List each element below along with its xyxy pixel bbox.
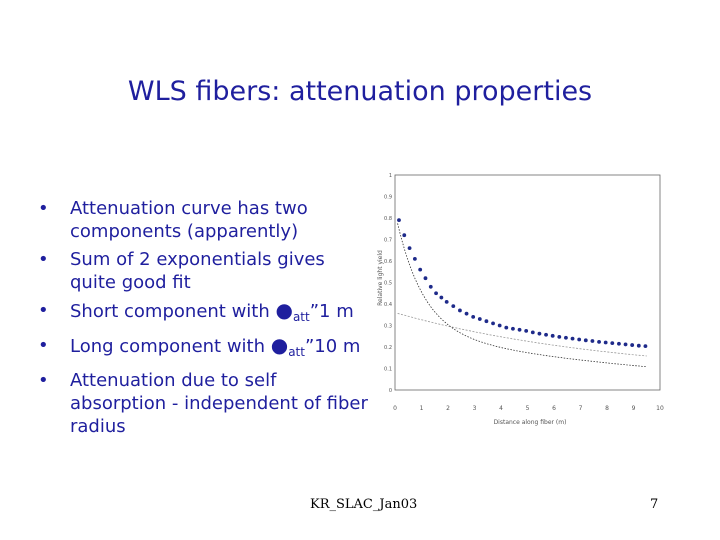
data-point bbox=[428, 284, 433, 289]
bullet-value: ”1 m bbox=[309, 301, 354, 322]
data-point bbox=[623, 342, 628, 347]
x-tick-label: 3 bbox=[473, 405, 477, 412]
x-tick-label: 10 bbox=[656, 405, 664, 412]
plot-frame bbox=[394, 174, 661, 391]
y-tick-label: 0.7 bbox=[384, 238, 392, 244]
data-point bbox=[583, 338, 588, 343]
data-point bbox=[590, 339, 595, 343]
bullet-text: Long component with bbox=[70, 336, 271, 357]
data-point bbox=[597, 339, 601, 344]
data-point bbox=[557, 334, 562, 339]
data-point bbox=[451, 304, 456, 309]
data-point bbox=[434, 291, 438, 296]
data-point bbox=[464, 311, 469, 316]
data-point bbox=[471, 315, 476, 319]
x-tick-label: 5 bbox=[526, 405, 530, 412]
y-tick-label: 0.6 bbox=[384, 259, 392, 265]
x-tick-label: 1 bbox=[420, 405, 424, 412]
bullet-text: Short component with bbox=[70, 301, 276, 322]
bullet-item: Attenuation curve has two components (ap… bbox=[38, 197, 368, 243]
x-tick-labels: 0 1 2 3 4 5 6 7 8 9 10 bbox=[393, 405, 664, 412]
data-point bbox=[544, 332, 548, 337]
lambda-symbol: ● bbox=[270, 333, 289, 357]
x-tick-label: 0 bbox=[393, 405, 397, 412]
data-point bbox=[484, 319, 489, 324]
att-subscript: att bbox=[288, 345, 305, 359]
data-point bbox=[423, 276, 428, 281]
data-point bbox=[577, 337, 582, 342]
x-tick-label: 4 bbox=[499, 405, 503, 412]
y-tick-label: 0.9 bbox=[384, 195, 392, 201]
y-tick-labels: 0 0.1 0.2 0.3 0.4 0.5 0.6 0.7 0.8 0.9 1 bbox=[384, 173, 392, 394]
data-point bbox=[402, 233, 407, 238]
y-tick-label: 0.1 bbox=[384, 367, 392, 373]
y-tick-label: 0.3 bbox=[384, 324, 392, 330]
data-point bbox=[617, 341, 621, 346]
bullet-item: Sum of 2 exponentials gives quite good f… bbox=[38, 248, 368, 294]
fit-curve bbox=[397, 223, 647, 368]
data-point bbox=[418, 267, 423, 272]
fit-curves bbox=[397, 223, 647, 368]
y-tick-label: 0.5 bbox=[384, 281, 392, 287]
y-tick-label: 0.4 bbox=[384, 302, 392, 308]
attenuation-chart: 0 0.1 0.2 0.3 0.4 0.5 0.6 0.7 0.8 0.9 1 0 1 2 3 4 5 6 7 8 9… bbox=[377, 173, 664, 426]
x-tick-label: 8 bbox=[605, 405, 609, 412]
y-tick-label: 0 bbox=[389, 388, 392, 394]
bullet-item: Short component with ●att”1 m bbox=[38, 299, 368, 329]
bullet-value: ”10 m bbox=[304, 336, 361, 357]
x-tick-label: 2 bbox=[446, 405, 450, 412]
data-point bbox=[477, 317, 482, 321]
data-point bbox=[603, 340, 608, 345]
x-axis-label: Distance along fiber (m) bbox=[494, 419, 567, 426]
data-point bbox=[610, 341, 615, 346]
bullet-text: Attenuation curve has two components (ap… bbox=[70, 198, 308, 242]
data-point bbox=[643, 344, 648, 349]
data-point bbox=[439, 295, 444, 300]
x-tick-label: 7 bbox=[579, 405, 583, 412]
data-points bbox=[397, 218, 648, 349]
y-tick-label: 0.8 bbox=[384, 216, 392, 222]
data-point bbox=[537, 331, 542, 336]
data-point bbox=[412, 256, 417, 261]
x-tick-label: 6 bbox=[552, 405, 556, 412]
data-point bbox=[444, 299, 449, 304]
data-point bbox=[564, 335, 568, 340]
lambda-symbol: ● bbox=[275, 298, 293, 322]
bullet-item: Attenuation due to self absorption - ind… bbox=[38, 369, 368, 438]
y-tick-label: 1 bbox=[389, 173, 392, 179]
data-point bbox=[407, 246, 412, 250]
data-point bbox=[630, 343, 635, 347]
page-number: 7 bbox=[650, 497, 659, 512]
slide-title: WLS fibers: attenuation properties bbox=[127, 76, 593, 107]
long-component-curve bbox=[397, 313, 647, 357]
data-point bbox=[504, 325, 509, 330]
data-point bbox=[570, 336, 575, 341]
y-axis-label: Relative light yield bbox=[377, 250, 384, 306]
bullet-text: Sum of 2 exponentials gives quite good f… bbox=[70, 249, 325, 293]
bullet-text: Attenuation due to self absorption - ind… bbox=[70, 370, 368, 437]
att-subscript: att bbox=[292, 310, 310, 324]
data-point bbox=[511, 326, 515, 331]
data-point bbox=[524, 328, 529, 333]
data-point bbox=[550, 333, 555, 338]
chart-frame bbox=[394, 174, 661, 391]
data-point bbox=[458, 308, 462, 313]
data-point bbox=[517, 327, 522, 332]
data-point bbox=[530, 330, 535, 335]
data-point bbox=[636, 343, 641, 348]
bullet-list: Attenuation curve has two components (ap… bbox=[38, 197, 368, 443]
footer-text: KR_SLAC_Jan03 bbox=[310, 497, 418, 512]
data-point bbox=[497, 323, 502, 328]
bullet-item: Long component with ●att”10 m bbox=[38, 334, 368, 364]
data-point bbox=[491, 321, 495, 326]
x-tick-label: 9 bbox=[632, 405, 636, 412]
y-tick-label: 0.2 bbox=[384, 345, 392, 351]
data-point bbox=[397, 218, 401, 223]
